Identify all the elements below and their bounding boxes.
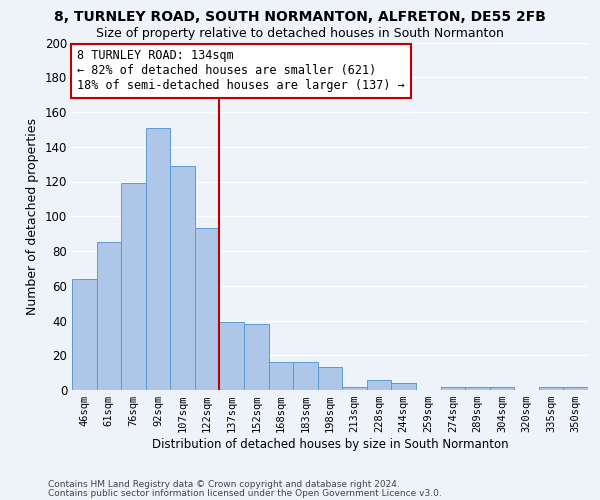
Bar bbox=[465, 386, 490, 390]
Bar bbox=[563, 386, 588, 390]
Bar bbox=[293, 362, 318, 390]
Text: Size of property relative to detached houses in South Normanton: Size of property relative to detached ho… bbox=[96, 28, 504, 40]
Bar bbox=[72, 279, 97, 390]
Bar bbox=[367, 380, 391, 390]
Bar bbox=[121, 183, 146, 390]
Bar bbox=[391, 383, 416, 390]
X-axis label: Distribution of detached houses by size in South Normanton: Distribution of detached houses by size … bbox=[152, 438, 508, 451]
Bar bbox=[146, 128, 170, 390]
Bar bbox=[269, 362, 293, 390]
Bar bbox=[195, 228, 220, 390]
Text: 8 TURNLEY ROAD: 134sqm
← 82% of detached houses are smaller (621)
18% of semi-de: 8 TURNLEY ROAD: 134sqm ← 82% of detached… bbox=[77, 50, 405, 92]
Bar bbox=[318, 368, 342, 390]
Text: Contains public sector information licensed under the Open Government Licence v3: Contains public sector information licen… bbox=[48, 488, 442, 498]
Bar bbox=[97, 242, 121, 390]
Bar bbox=[539, 386, 563, 390]
Bar bbox=[440, 386, 465, 390]
Bar bbox=[244, 324, 269, 390]
Text: Contains HM Land Registry data © Crown copyright and database right 2024.: Contains HM Land Registry data © Crown c… bbox=[48, 480, 400, 489]
Bar bbox=[342, 386, 367, 390]
Y-axis label: Number of detached properties: Number of detached properties bbox=[26, 118, 39, 315]
Bar bbox=[220, 322, 244, 390]
Bar bbox=[490, 386, 514, 390]
Text: 8, TURNLEY ROAD, SOUTH NORMANTON, ALFRETON, DE55 2FB: 8, TURNLEY ROAD, SOUTH NORMANTON, ALFRET… bbox=[54, 10, 546, 24]
Bar bbox=[170, 166, 195, 390]
